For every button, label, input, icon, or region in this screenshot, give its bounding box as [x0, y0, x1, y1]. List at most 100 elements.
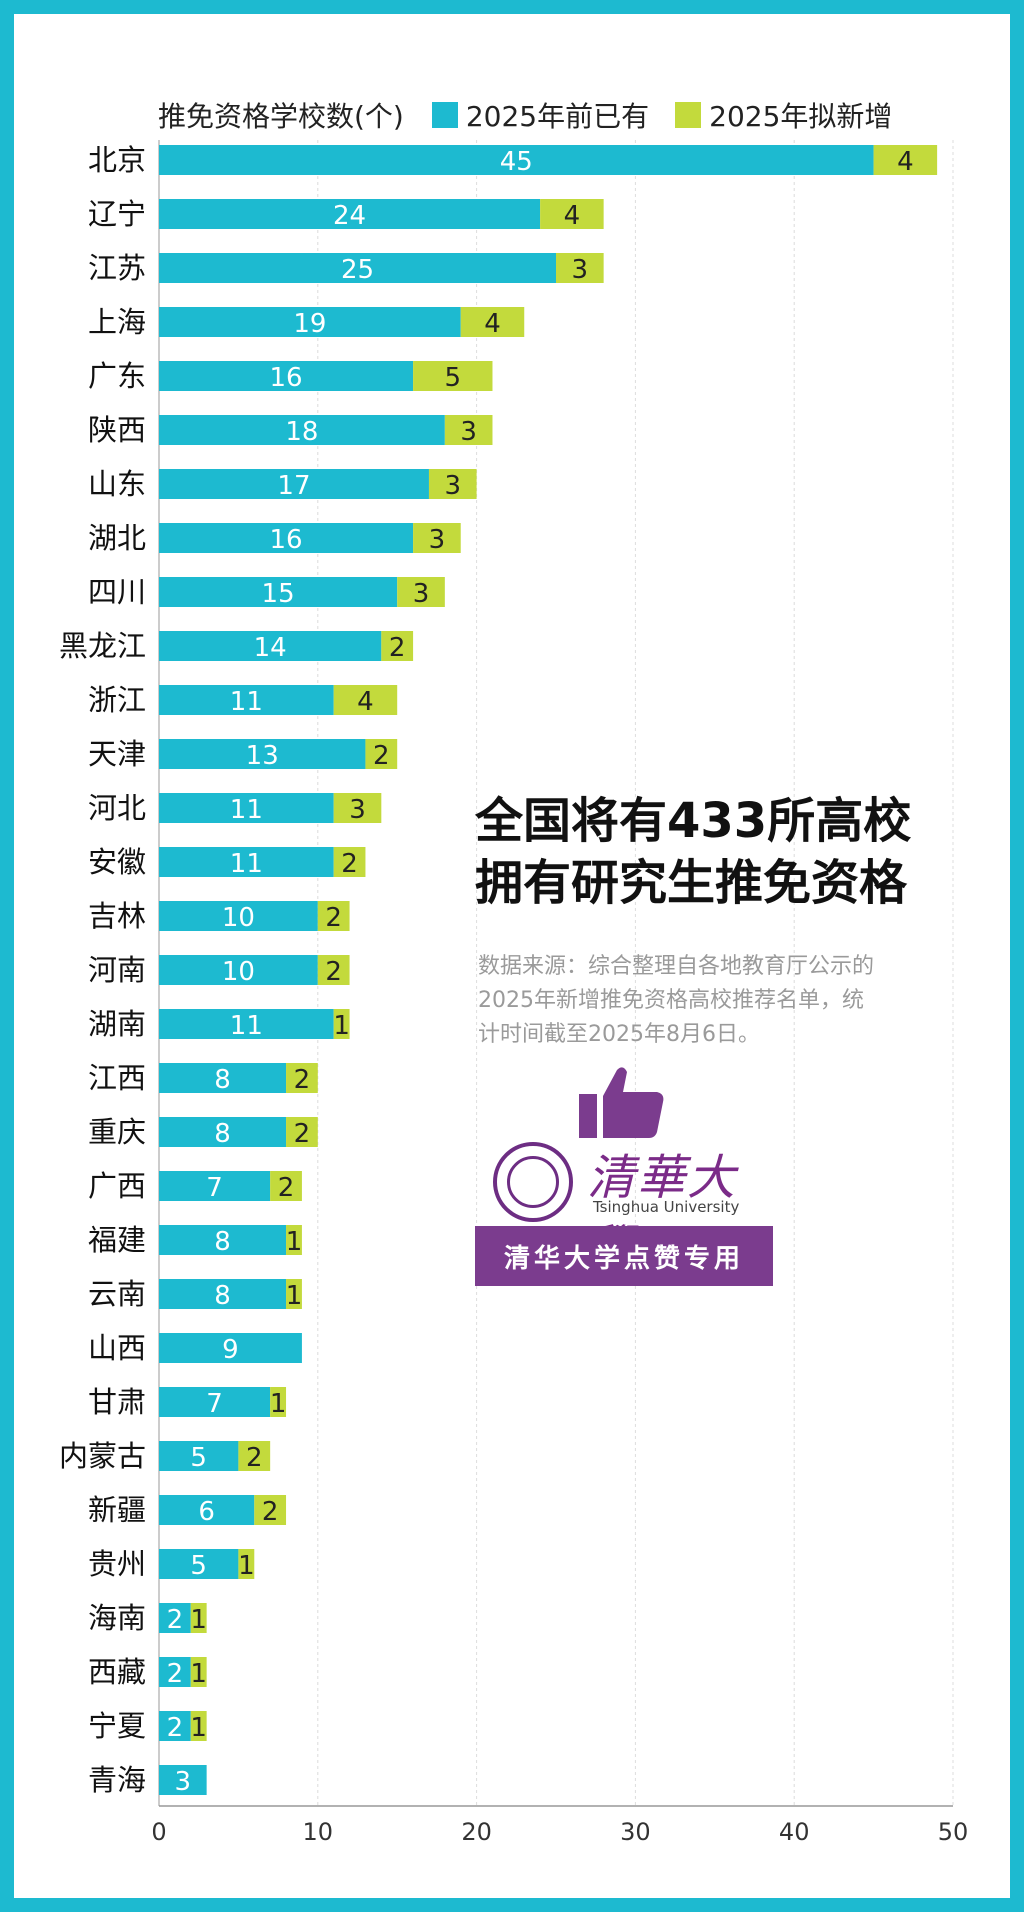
bar-new — [286, 1225, 302, 1255]
data-label-new: 2 — [278, 1173, 295, 1203]
bar-existing — [159, 1495, 255, 1525]
data-label-new: 2 — [246, 1443, 263, 1473]
data-label-existing: 17 — [277, 471, 310, 501]
category-label: 西藏 — [88, 1655, 146, 1689]
data-label-existing: 14 — [254, 633, 287, 663]
category-label: 上海 — [88, 305, 146, 339]
bar-existing — [159, 1657, 191, 1687]
data-label-existing: 10 — [222, 957, 255, 987]
data-label-new: 1 — [190, 1713, 207, 1743]
data-label-existing: 7 — [206, 1173, 223, 1203]
data-label-new: 3 — [429, 525, 446, 555]
category-label: 湖北 — [88, 521, 146, 555]
category-label: 甘肃 — [88, 1385, 146, 1419]
bar-new — [365, 739, 398, 769]
data-label-new: 2 — [389, 633, 406, 663]
bar-new — [428, 469, 477, 499]
bar-existing — [159, 631, 382, 661]
category-label: 天津 — [88, 737, 146, 771]
data-label-new: 2 — [325, 957, 342, 987]
bar-existing — [159, 361, 414, 391]
category-label: 吉林 — [88, 899, 146, 933]
data-label-new: 1 — [190, 1659, 207, 1689]
data-label-new: 4 — [484, 309, 501, 339]
bar-existing — [159, 685, 334, 715]
legend-item-existing: 2025年前已有 — [431, 95, 649, 135]
bar-new — [270, 1387, 287, 1417]
category-label: 陕西 — [88, 413, 146, 447]
bar-existing — [159, 1549, 239, 1579]
bar-existing — [159, 955, 318, 985]
value-axis-title: 推免资格学校数(个) — [158, 100, 404, 133]
category-label: 安徽 — [88, 845, 146, 879]
bar-existing — [159, 1117, 287, 1147]
tsinghua-logo: 清華大學 Tsinghua University 清华大学点赞专用 — [475, 1060, 775, 1290]
bar-new — [873, 145, 938, 175]
bar-existing — [159, 415, 445, 445]
data-label-new: 1 — [270, 1389, 287, 1419]
category-label: 青海 — [88, 1763, 146, 1797]
data-label-existing: 19 — [293, 309, 326, 339]
data-label-existing: 2 — [167, 1659, 184, 1689]
bar-existing — [159, 307, 461, 337]
data-label-existing: 7 — [206, 1389, 223, 1419]
bar-existing — [159, 901, 318, 931]
category-label: 重庆 — [88, 1115, 146, 1149]
category-label: 四川 — [88, 575, 146, 609]
bar-existing — [159, 739, 366, 769]
category-label: 山东 — [88, 467, 146, 501]
bar-existing — [159, 1225, 287, 1255]
legend-label-new: 2025年拟新增 — [709, 100, 893, 133]
bar-new — [286, 1063, 318, 1093]
data-label-new: 4 — [564, 201, 581, 231]
category-label: 广西 — [88, 1169, 146, 1203]
data-label-existing: 2 — [167, 1713, 184, 1743]
category-label: 浙江 — [88, 683, 146, 717]
bar-existing — [159, 1387, 271, 1417]
category-label: 山西 — [88, 1331, 146, 1365]
data-label-existing: 13 — [246, 741, 279, 771]
data-label-new: 2 — [325, 903, 342, 933]
data-label-existing: 18 — [285, 417, 318, 447]
category-label: 内蒙古 — [59, 1439, 146, 1473]
bar-existing — [159, 199, 541, 229]
data-label-existing: 25 — [341, 255, 374, 285]
data-label-new: 2 — [294, 1065, 311, 1095]
bar-existing — [159, 1441, 239, 1471]
bar-new — [540, 199, 604, 229]
bar-new — [254, 1495, 287, 1525]
x-tick-label: 40 — [779, 1818, 810, 1846]
data-label-existing: 11 — [230, 849, 263, 879]
category-label: 新疆 — [88, 1493, 146, 1527]
bar-existing — [159, 1009, 334, 1039]
data-label-new: 1 — [333, 1011, 350, 1041]
data-label-existing: 15 — [262, 579, 295, 609]
category-label: 北京 — [88, 143, 146, 177]
bar-new — [286, 1279, 302, 1309]
bar-new — [238, 1441, 271, 1471]
legend-swatch-existing — [431, 102, 458, 128]
bar-new — [556, 253, 604, 283]
bar-new — [413, 361, 493, 391]
category-label: 贵州 — [88, 1547, 146, 1581]
bar-existing — [159, 1603, 191, 1633]
headline: 全国将有433所高校 拥有研究生推免资格 — [475, 790, 995, 914]
data-label-new: 2 — [262, 1497, 279, 1527]
category-label: 河南 — [88, 953, 146, 987]
bar-new — [317, 901, 350, 931]
data-label-existing: 11 — [230, 1011, 263, 1041]
data-label-new: 2 — [373, 741, 390, 771]
category-label: 宁夏 — [88, 1709, 146, 1743]
bar-new — [460, 307, 525, 337]
category-label: 江西 — [88, 1061, 146, 1095]
category-label: 江苏 — [88, 251, 146, 285]
data-label-new: 2 — [294, 1119, 311, 1149]
x-tick-label: 10 — [303, 1818, 334, 1846]
data-label-existing: 5 — [190, 1551, 207, 1581]
headline-line-1: 全国将有433所高校 — [475, 793, 912, 849]
data-label-existing: 8 — [214, 1281, 231, 1311]
bar-existing — [159, 577, 398, 607]
category-label: 辽宁 — [88, 197, 146, 231]
bar-new — [238, 1549, 255, 1579]
bar-new — [333, 1009, 350, 1039]
